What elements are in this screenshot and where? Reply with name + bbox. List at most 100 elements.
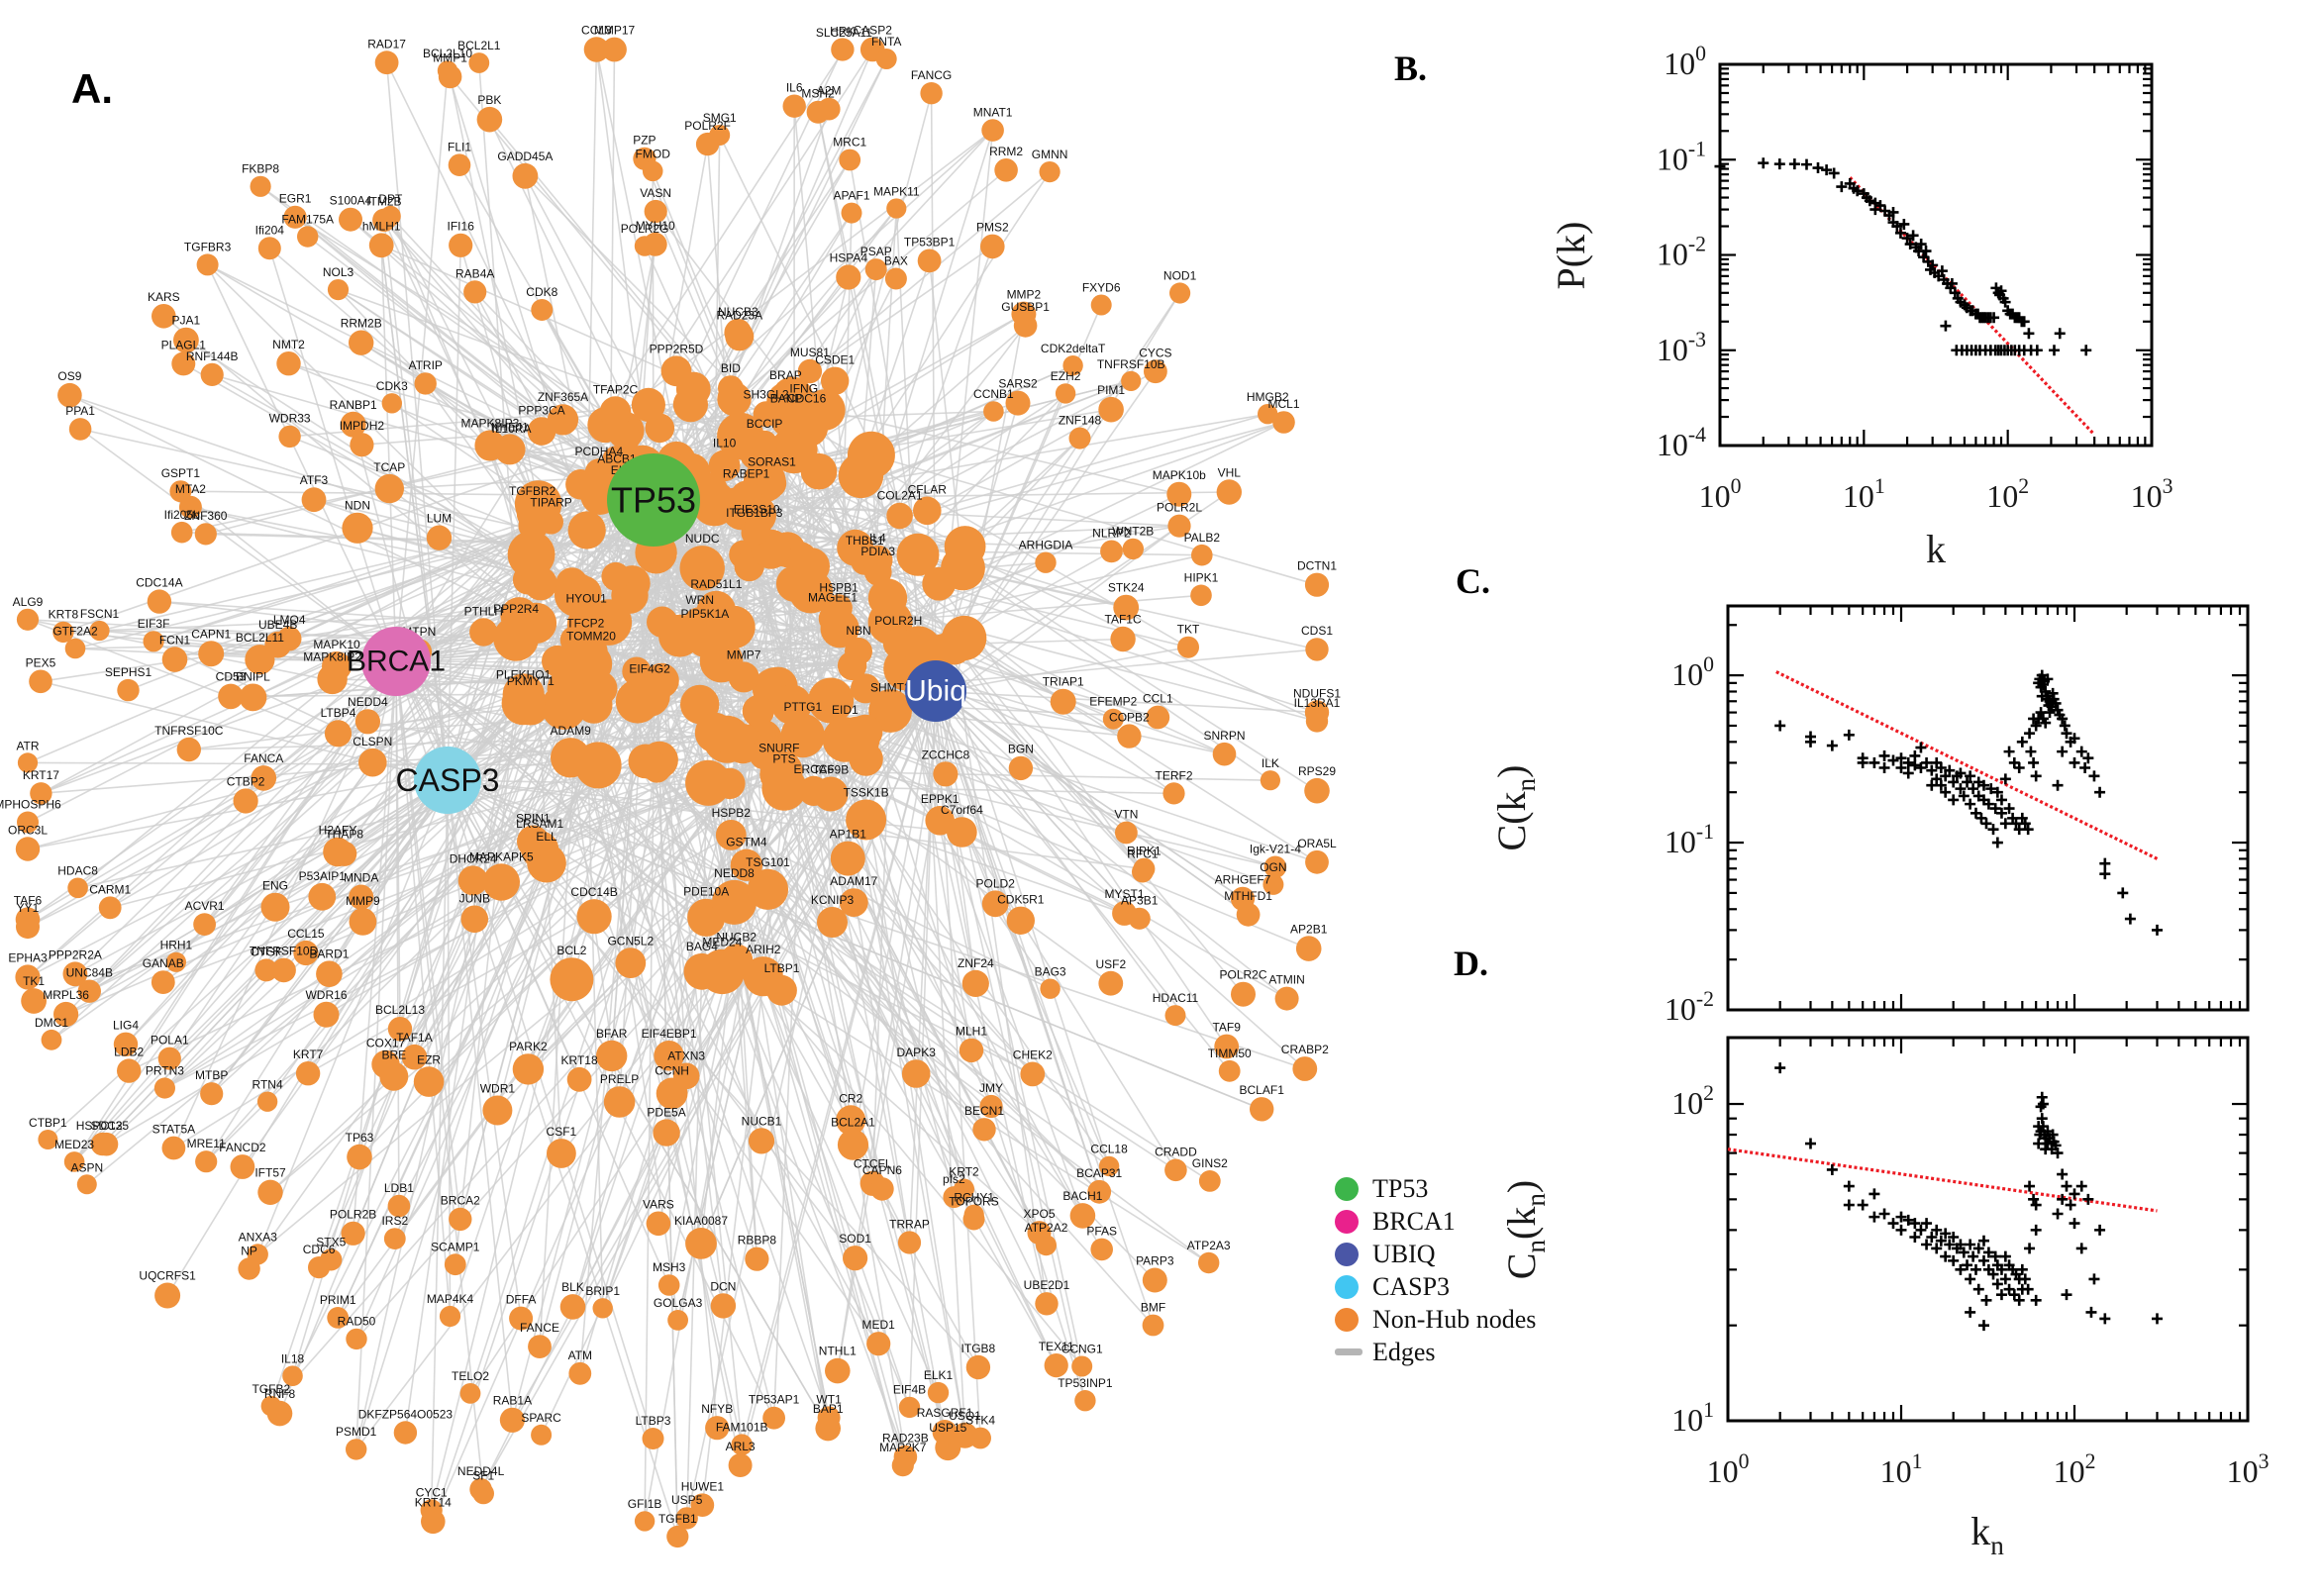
- node-label: H2AFY: [319, 824, 357, 838]
- node-label: CRABP2: [1281, 1043, 1329, 1056]
- network-node: [745, 1247, 769, 1271]
- node-label: IL13RA1: [1294, 696, 1341, 710]
- network-node: [1020, 1061, 1046, 1087]
- node-label: UBE4B: [258, 618, 297, 632]
- node-label: POLR2G: [621, 222, 669, 236]
- node-label: SMG1: [703, 111, 737, 125]
- node-label: ILK: [1262, 756, 1279, 770]
- network-node: [68, 418, 92, 441]
- network-node: [599, 396, 632, 428]
- network-node: [817, 1406, 841, 1430]
- node-label: RRM2B: [341, 317, 382, 331]
- node-label: HSPB1: [819, 580, 858, 594]
- node-label: IL4: [869, 532, 886, 546]
- node-label: CDC14A: [136, 575, 182, 589]
- network-node: [1071, 1355, 1093, 1377]
- node-label: BCL2A1: [831, 1116, 875, 1130]
- network-node: [1069, 1203, 1096, 1229]
- node-label: CDK8: [526, 285, 557, 299]
- node-label: USP5: [671, 1493, 703, 1507]
- node-label: CTBP1: [29, 1116, 67, 1130]
- network-node: [251, 765, 277, 791]
- node-label: BRCA2: [441, 1194, 480, 1208]
- network-node: [1035, 1292, 1059, 1316]
- network-node: [742, 516, 771, 545]
- network-node: [837, 1129, 869, 1160]
- network-node: [864, 258, 887, 281]
- node-label: NUCB3: [718, 305, 758, 319]
- node-label: POLD2: [976, 876, 1016, 890]
- network-node: [615, 948, 647, 978]
- network-node: [200, 1082, 224, 1106]
- node-label: TAF9: [1212, 1021, 1241, 1035]
- node-label: WDR16: [305, 988, 347, 1002]
- network-node: [358, 748, 387, 777]
- network-node: [979, 1094, 1003, 1119]
- network-node: [730, 848, 763, 881]
- network-node: [981, 890, 1009, 918]
- node-label: ATP2A3: [1187, 1239, 1231, 1252]
- node-label: SPARC: [521, 1411, 561, 1425]
- node-label: HRH1: [160, 939, 193, 952]
- node-label: POLR2F: [684, 119, 731, 133]
- network-node: [1218, 1059, 1241, 1082]
- network-node: [67, 877, 88, 899]
- network-node: [965, 1354, 991, 1380]
- network-node: [1074, 1390, 1096, 1412]
- node-label: ERCC6: [793, 762, 834, 776]
- node-label: IL10RA: [491, 422, 531, 436]
- network-node: [250, 175, 271, 197]
- network-node: [603, 1086, 636, 1118]
- network-node: [512, 162, 539, 189]
- network-node: [660, 355, 692, 387]
- node-label: TFCP2: [566, 617, 604, 631]
- network-node: [482, 1095, 513, 1126]
- node-label: EZH2: [1051, 369, 1081, 383]
- network-node: [449, 1207, 472, 1232]
- node-label: CYC1: [416, 1485, 448, 1499]
- svg-text:103​: 103​: [2131, 474, 2173, 514]
- node-label: COL2A1: [877, 489, 923, 503]
- node-label: RAD23B: [882, 1432, 929, 1446]
- node-label: FANCG: [911, 68, 952, 82]
- node-label: CTCFL: [854, 1157, 892, 1171]
- network-node: [972, 1118, 996, 1142]
- node-label: VTN: [1114, 808, 1138, 822]
- node-label: PMS2: [976, 221, 1009, 235]
- network-node: [981, 119, 1004, 142]
- network-node: [1216, 479, 1243, 505]
- node-label: GMNN: [1032, 148, 1068, 161]
- network-node: [724, 319, 753, 347]
- network-node: [601, 561, 631, 591]
- node-label: WDR33: [269, 412, 311, 426]
- node-label: BRAP: [769, 368, 802, 382]
- network-node: [257, 1179, 283, 1206]
- node-label: SH3GL2: [743, 387, 788, 401]
- node-label: OGN: [1260, 860, 1286, 874]
- network-node: [917, 249, 942, 273]
- x-axis-label-d: kn​: [1970, 1509, 2004, 1560]
- node-label: SDC2: [90, 1119, 122, 1133]
- network-node: [1142, 1314, 1164, 1337]
- node-label: FAM175A: [281, 212, 334, 226]
- network-node: [1177, 636, 1199, 658]
- node-label: KRT18: [561, 1053, 598, 1067]
- node-label: GOLGA3: [654, 1296, 703, 1310]
- network-node: [559, 1294, 586, 1320]
- network-node: [1258, 404, 1278, 425]
- node-label: OS9: [57, 369, 81, 383]
- node-label: EIF3S10: [734, 502, 780, 516]
- node-label: IL6: [786, 81, 803, 95]
- node-label: CDC14B: [570, 885, 617, 899]
- node-label: AP1B1: [830, 828, 867, 842]
- network-node: [748, 1128, 775, 1154]
- node-label: RBBP8: [738, 1234, 777, 1247]
- network-node: [862, 545, 893, 575]
- network-node: [41, 1029, 62, 1050]
- node-label: MNDA: [344, 871, 378, 885]
- node-label: SHMT2: [870, 681, 911, 695]
- network-node: [387, 1194, 411, 1218]
- node-swatch-icon: [1335, 1176, 1359, 1201]
- node-label: CDK3: [376, 379, 408, 393]
- node-label: MRC1: [833, 136, 866, 150]
